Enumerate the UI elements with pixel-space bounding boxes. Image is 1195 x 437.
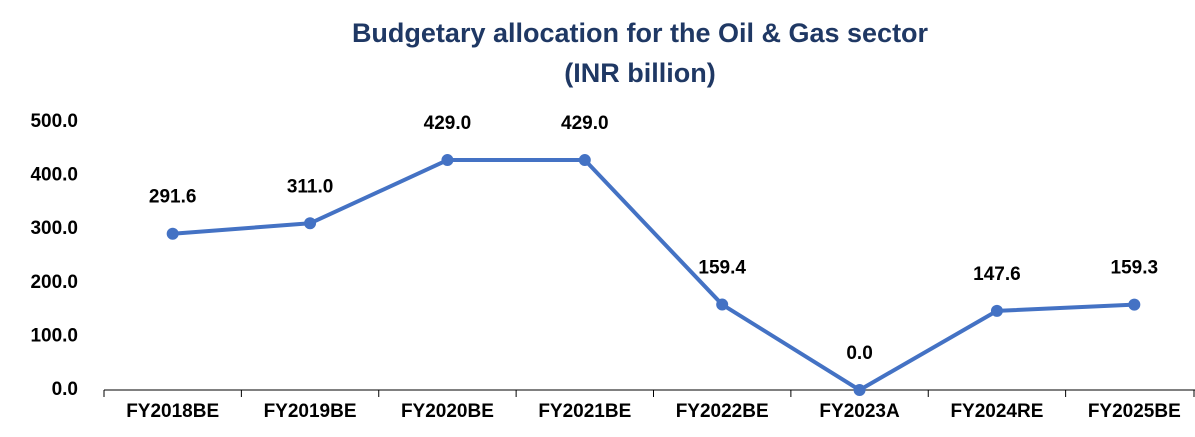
x-tick-label: FY2025BE: [1088, 401, 1181, 422]
y-tick-label: 100.0: [30, 325, 78, 346]
point: [853, 384, 866, 396]
x-tick-label: FY2023A: [819, 401, 900, 422]
point: [1128, 298, 1141, 311]
point: [990, 304, 1003, 317]
data-label: 291.6: [149, 187, 197, 208]
data-label: 0.0: [846, 343, 872, 364]
point: [578, 154, 591, 167]
point: [166, 227, 179, 240]
chart-subtitle: (INR billion): [564, 58, 715, 88]
y-tick-label: 200.0: [30, 272, 78, 293]
x-tick-label: FY2024RE: [950, 401, 1043, 422]
x-tick-label: FY2022BE: [676, 401, 769, 422]
data-label: 159.3: [1111, 258, 1159, 279]
x-tick-label: FY2018BE: [126, 401, 219, 422]
y-tick-label: 0.0: [52, 379, 78, 400]
x-tick-label: FY2020BE: [401, 401, 494, 422]
point: [441, 154, 454, 167]
y-tick-label: 400.0: [30, 165, 78, 186]
y-tick-label: 500.0: [30, 111, 78, 132]
data-label: 429.0: [424, 113, 472, 134]
data-label: 159.4: [698, 258, 746, 279]
line: [172, 158, 1135, 392]
chart-title: Budgetary allocation for the Oil & Gas s…: [352, 18, 929, 48]
point: [716, 298, 729, 311]
data-label: 311.0: [287, 176, 334, 197]
y-tick-label: 300.0: [30, 218, 78, 239]
x-tick-label: FY2019BE: [264, 401, 357, 422]
data-label: 429.0: [561, 113, 609, 134]
x-tick-label: FY2021BE: [538, 401, 631, 422]
data-label: 147.6: [973, 264, 1021, 285]
point: [304, 217, 317, 230]
